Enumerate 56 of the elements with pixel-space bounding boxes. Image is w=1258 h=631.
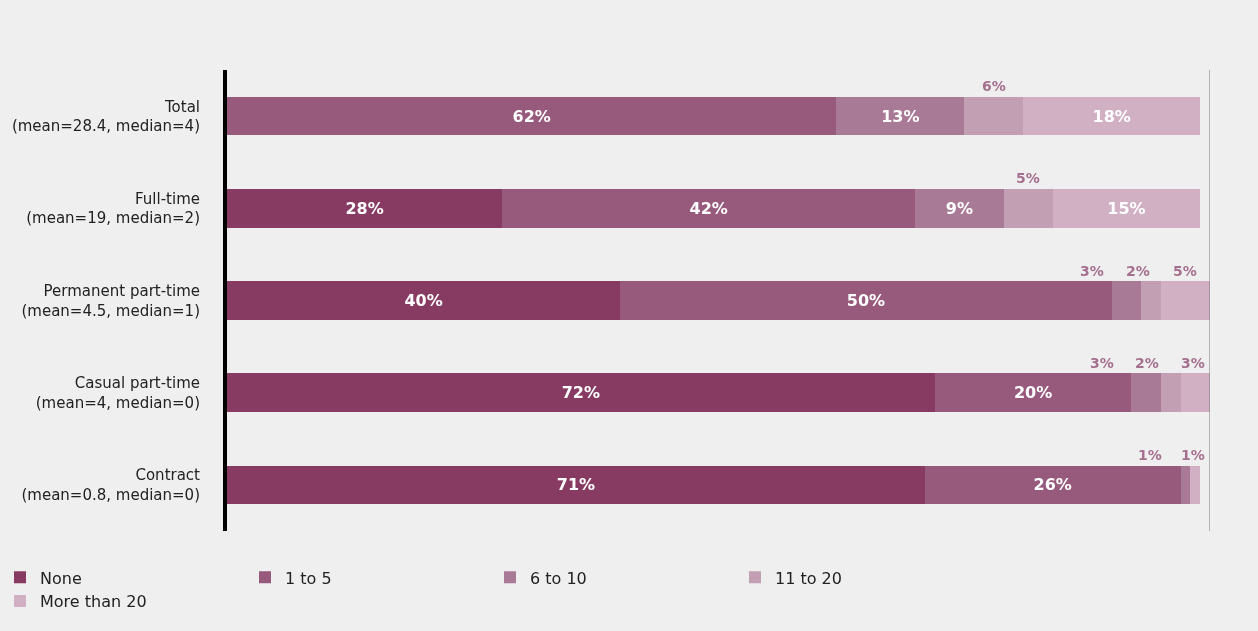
data-label: 2% bbox=[1135, 355, 1159, 371]
bar bbox=[620, 281, 1112, 320]
bar bbox=[1180, 373, 1210, 413]
data-label: 15% bbox=[1107, 198, 1146, 218]
data-label: 1% bbox=[1181, 447, 1205, 463]
bar bbox=[1180, 465, 1191, 505]
legend-label: None bbox=[40, 568, 82, 588]
bar bbox=[1160, 281, 1210, 320]
bar bbox=[227, 96, 837, 136]
data-label: 40% bbox=[404, 291, 443, 310]
legend-label: More than 20 bbox=[40, 592, 147, 612]
data-label: 62% bbox=[512, 106, 551, 126]
data-label: 2% bbox=[1126, 263, 1150, 279]
data-label: 6% bbox=[982, 78, 1006, 94]
bar bbox=[934, 373, 1132, 413]
y-tick-label: Total (mean=28.4, median=4) bbox=[11, 97, 200, 136]
data-label: 20% bbox=[1013, 383, 1053, 403]
legend-label: 6 to 10 bbox=[530, 568, 587, 588]
data-label: 72% bbox=[561, 383, 601, 403]
data-label: 3% bbox=[1090, 355, 1114, 371]
data-label: 3% bbox=[1181, 355, 1205, 371]
bar bbox=[502, 188, 916, 228]
data-label: 71% bbox=[556, 475, 596, 495]
data-label: 1% bbox=[1138, 447, 1162, 463]
legend-label: 1 to 5 bbox=[285, 568, 332, 588]
bar bbox=[915, 188, 1004, 228]
bar bbox=[227, 373, 935, 413]
data-label: 26% bbox=[1033, 475, 1072, 495]
data-label: 50% bbox=[846, 291, 886, 310]
data-label: 5% bbox=[1173, 263, 1197, 279]
bar bbox=[227, 281, 621, 320]
y-tick-label: Casual part-time (mean=4, median=0) bbox=[35, 374, 200, 412]
bar bbox=[1190, 465, 1201, 505]
y-tick-label: Permanent part-time (mean=4.5, median=1) bbox=[21, 282, 200, 320]
bar bbox=[1003, 188, 1053, 228]
data-label: 3% bbox=[1080, 263, 1104, 279]
data-label: 42% bbox=[689, 198, 728, 218]
bar bbox=[227, 188, 503, 228]
bar bbox=[1023, 96, 1201, 136]
y-tick-label: Contract (mean=0.8, median=0) bbox=[21, 466, 201, 504]
bar bbox=[1052, 188, 1201, 228]
y-tick-label: Full-time (mean=19, median=2) bbox=[26, 189, 200, 228]
data-label: 18% bbox=[1092, 106, 1131, 126]
bar bbox=[1160, 373, 1181, 413]
bar bbox=[836, 96, 965, 136]
legend-label: 11 to 20 bbox=[775, 568, 842, 588]
data-label: 5% bbox=[1016, 170, 1040, 186]
bar bbox=[1111, 281, 1142, 320]
data-label: 13% bbox=[881, 106, 920, 126]
data-label: 9% bbox=[945, 198, 973, 218]
bar bbox=[227, 465, 925, 505]
bar bbox=[964, 96, 1024, 136]
data-label: 28% bbox=[345, 198, 384, 218]
bar bbox=[924, 465, 1181, 505]
bar bbox=[1141, 281, 1161, 320]
bar bbox=[1131, 373, 1161, 413]
